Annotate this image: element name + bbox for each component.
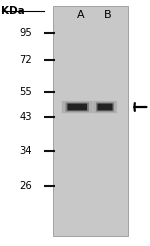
FancyBboxPatch shape: [68, 104, 87, 110]
Text: B: B: [104, 10, 112, 20]
Text: 55: 55: [20, 87, 32, 97]
FancyBboxPatch shape: [93, 101, 117, 113]
FancyBboxPatch shape: [66, 103, 89, 111]
Text: 26: 26: [20, 181, 32, 191]
FancyBboxPatch shape: [98, 104, 112, 110]
Text: KDa: KDa: [2, 6, 25, 16]
FancyBboxPatch shape: [62, 101, 93, 113]
FancyBboxPatch shape: [96, 103, 114, 111]
Text: 34: 34: [20, 146, 32, 156]
Text: 95: 95: [20, 28, 32, 38]
Text: 72: 72: [20, 55, 32, 65]
Text: A: A: [76, 10, 84, 20]
Text: 43: 43: [20, 112, 32, 122]
Bar: [53, 6, 128, 236]
